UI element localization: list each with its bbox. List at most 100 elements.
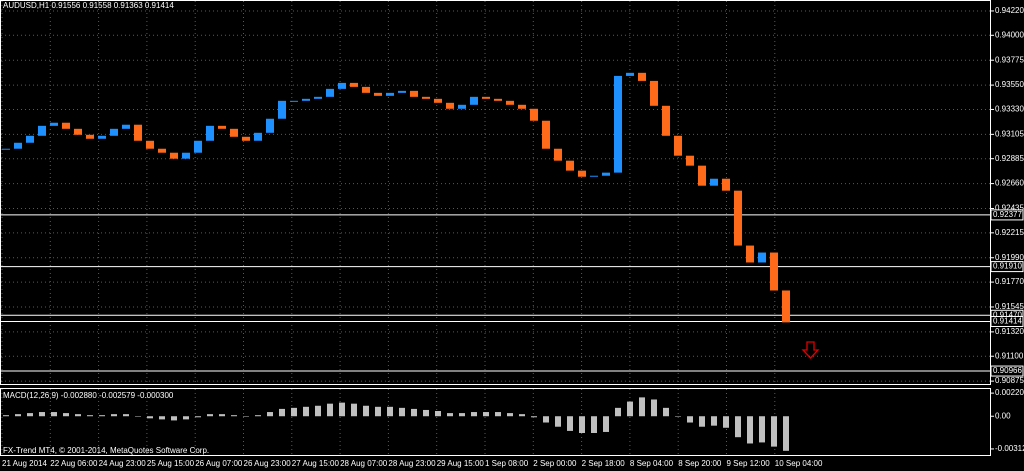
macd-bar [243, 416, 249, 417]
candle-body [182, 152, 190, 159]
macd-bar [123, 414, 129, 417]
x-tick-label: 8 Sep 20:00 [678, 459, 722, 468]
candle-body [746, 245, 754, 263]
y-tick-label: 0.94000 [995, 30, 1024, 39]
macd-bar [135, 416, 141, 417]
candle-body [2, 148, 10, 150]
macd-bar [159, 416, 165, 420]
y-tick-label: 0.93330 [995, 105, 1024, 114]
candle-body [530, 108, 538, 121]
macd-bar [375, 406, 381, 417]
level-label: 0.92377 [993, 210, 1022, 219]
macd-bar [771, 416, 777, 447]
candle-body [494, 98, 502, 101]
x-tick-label: 21 Aug 2014 [2, 459, 47, 468]
y-tick-label: 0.92885 [995, 154, 1024, 163]
macd-bar [567, 416, 573, 431]
x-tick-label: 8 Sep 04:00 [630, 459, 674, 468]
macd-bar [111, 414, 117, 417]
candle-body [290, 100, 298, 102]
macd-title: MACD(12,26,9) -0.002880 -0.002579 -0.000… [3, 391, 174, 400]
macd-bar [207, 414, 213, 417]
candle-body [734, 190, 742, 246]
x-tick-label: 22 Aug 06:00 [50, 459, 98, 468]
macd-bar [231, 415, 237, 417]
macd-bar [735, 416, 741, 438]
macd-bar [51, 412, 57, 417]
macd-bar [3, 415, 9, 417]
y-tick-label: 0.91100 [995, 351, 1024, 360]
y-tick-label: 0.91990 [995, 253, 1024, 262]
y-tick-label: 0.93550 [995, 80, 1024, 89]
macd-bar [219, 414, 225, 417]
candle-body [314, 96, 322, 99]
macd-bar [783, 416, 789, 451]
macd-bar [39, 412, 45, 417]
macd-tick-label: -0.003122 [995, 444, 1024, 453]
macd-bar [747, 416, 753, 444]
candle-body [398, 90, 406, 93]
level-box [990, 315, 1024, 327]
macd-bar [675, 416, 681, 417]
candle-body [230, 128, 238, 137]
macd-bar [615, 407, 621, 417]
macd-bar [363, 405, 369, 417]
candle-body [158, 148, 166, 153]
macd-bar [339, 402, 345, 417]
candle-body [662, 105, 670, 136]
candle-body [122, 124, 130, 129]
x-tick-label: 28 Aug 23:00 [388, 459, 436, 468]
macd-bar [627, 401, 633, 417]
macd-panel [0, 388, 991, 456]
candle-body [686, 155, 694, 166]
macd-bar [495, 412, 501, 417]
x-tick-label: 9 Sep 12:00 [727, 459, 771, 468]
macd-bar [387, 406, 393, 417]
x-tick-label: 27 Aug 15:00 [292, 459, 340, 468]
macd-tick-label: 0.00 [995, 411, 1011, 420]
candle-body [266, 118, 274, 133]
y-tick-label: 0.92435 [995, 204, 1024, 213]
macd-bar [711, 416, 717, 426]
candle-body [590, 175, 598, 177]
x-tick-label: 26 Aug 07:00 [195, 459, 243, 468]
candle-body [50, 122, 58, 126]
x-tick-label: 10 Sep 04:00 [775, 459, 823, 468]
macd-bar [687, 416, 693, 423]
macd-bar [555, 416, 561, 427]
chart-title: AUDUSD,H1 0.91556 0.91558 0.91363 0.9141… [3, 1, 174, 10]
candle-body [446, 102, 454, 109]
y-tick-label: 0.94220 [995, 6, 1024, 15]
candle-body [98, 135, 106, 139]
candle-body [638, 72, 646, 81]
candle-body [278, 100, 286, 119]
candle-body [698, 165, 706, 186]
macd-bar [579, 416, 585, 433]
candle-body [602, 172, 610, 176]
macd-bar [399, 407, 405, 417]
macd-bar [459, 413, 465, 417]
macd-bar [267, 412, 273, 417]
candle-body [206, 125, 214, 141]
macd-bar [63, 413, 69, 417]
y-tick-label: 0.91770 [995, 277, 1024, 286]
y-tick-label: 0.90875 [995, 376, 1024, 385]
macd-tick-label: 0.002207 [995, 388, 1024, 397]
macd-bar [87, 415, 93, 417]
macd-bar [75, 414, 81, 417]
candle-body [710, 178, 718, 186]
candle-body [614, 75, 622, 173]
candle-body [302, 98, 310, 101]
candle-body [362, 86, 370, 93]
candle-body [410, 90, 418, 97]
candle-body [566, 160, 574, 171]
y-tick-label: 0.91545 [995, 302, 1024, 311]
candle-body [74, 128, 82, 135]
candle-body [674, 135, 682, 156]
candle-body [110, 128, 118, 136]
candle-body [542, 120, 550, 149]
macd-bar [519, 414, 525, 417]
macd-bar [651, 399, 657, 417]
x-tick-label: 24 Aug 23:00 [99, 459, 147, 468]
macd-bar [279, 408, 285, 417]
